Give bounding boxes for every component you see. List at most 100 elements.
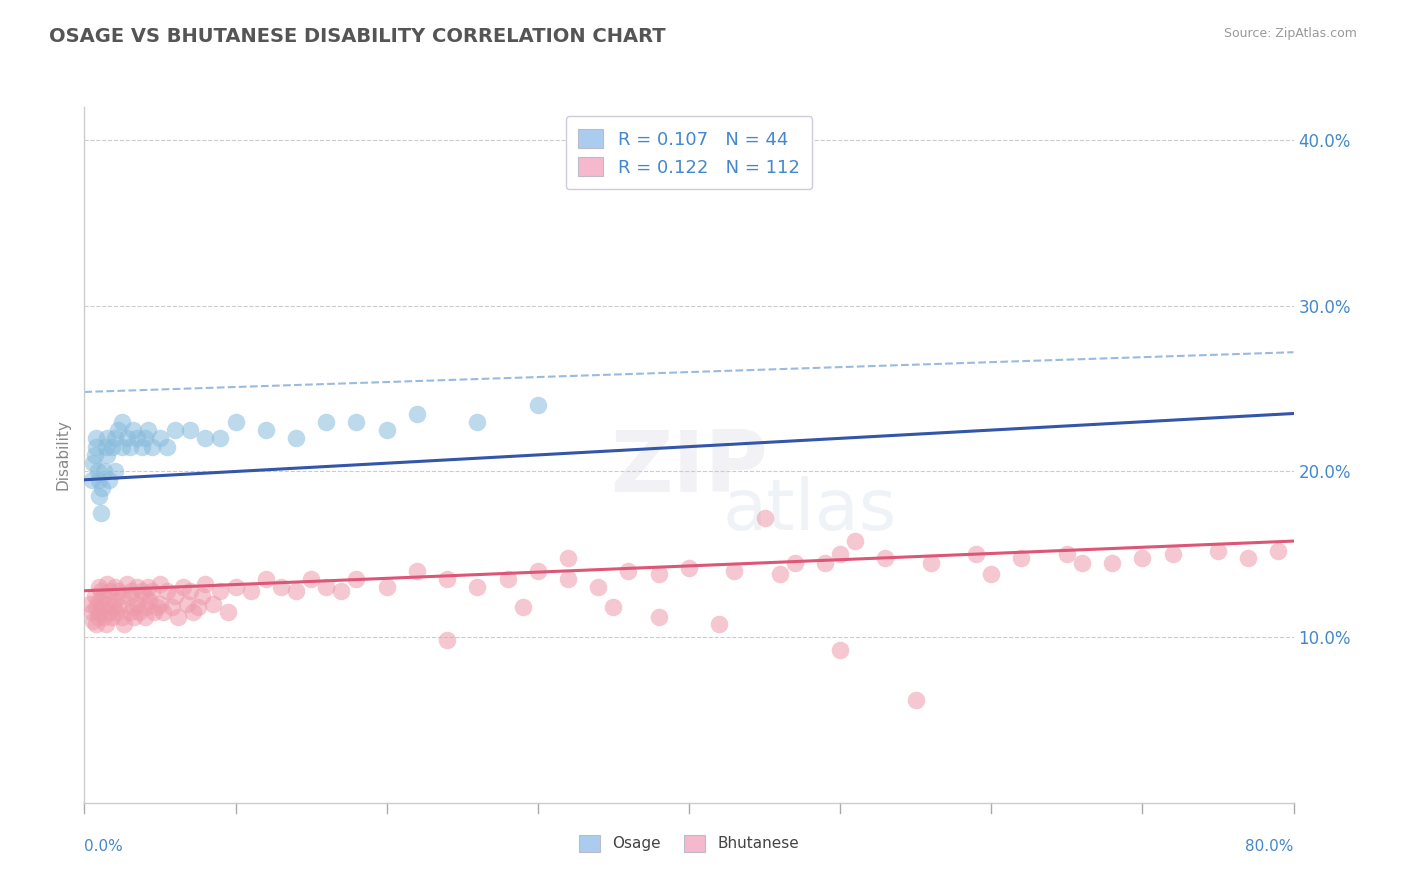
Point	[141, 440, 163, 454]
Point	[127, 597, 149, 611]
Point	[346, 572, 368, 586]
Point	[142, 605, 165, 619]
Point	[406, 407, 429, 421]
Point	[769, 567, 792, 582]
Point	[104, 593, 127, 607]
Point	[93, 610, 115, 624]
Point	[315, 581, 337, 595]
Point	[602, 600, 624, 615]
Point	[965, 547, 987, 561]
Point	[136, 581, 159, 595]
Point	[527, 564, 550, 578]
Point	[79, 597, 101, 611]
Point	[875, 550, 897, 565]
Point	[136, 423, 159, 437]
Point	[648, 610, 671, 624]
Point	[496, 572, 519, 586]
Point	[194, 431, 217, 445]
Point	[1267, 544, 1289, 558]
Point	[127, 581, 149, 595]
Point	[115, 431, 138, 445]
Point	[111, 589, 134, 603]
Point	[149, 431, 172, 445]
Point	[588, 581, 610, 595]
Point	[90, 506, 112, 520]
Point	[181, 605, 204, 619]
Point	[86, 616, 108, 631]
Point	[209, 583, 232, 598]
Point	[120, 583, 142, 598]
Point	[104, 431, 127, 445]
Point	[315, 415, 337, 429]
Text: 80.0%: 80.0%	[1246, 839, 1294, 855]
Point	[557, 550, 579, 565]
Point	[87, 610, 110, 624]
Point	[108, 600, 131, 615]
Legend: Osage, Bhutanese: Osage, Bhutanese	[572, 829, 806, 858]
Point	[167, 610, 190, 624]
Point	[1161, 547, 1184, 561]
Point	[80, 473, 103, 487]
Point	[96, 448, 118, 462]
Point	[165, 423, 187, 437]
Point	[617, 564, 640, 578]
Point	[179, 583, 201, 598]
Point	[375, 423, 398, 437]
Point	[93, 589, 115, 603]
Point	[346, 415, 368, 429]
Point	[814, 556, 837, 570]
Text: Source: ZipAtlas.com: Source: ZipAtlas.com	[1223, 27, 1357, 40]
Point	[436, 572, 458, 586]
Point	[134, 610, 156, 624]
Point	[89, 489, 111, 503]
Point	[97, 605, 120, 619]
Text: ZIP: ZIP	[610, 427, 768, 510]
Point	[270, 581, 292, 595]
Point	[254, 423, 277, 437]
Point	[111, 415, 134, 429]
Point	[135, 600, 157, 615]
Y-axis label: Disability: Disability	[55, 419, 70, 491]
Point	[194, 577, 217, 591]
Point	[122, 610, 145, 624]
Point	[138, 593, 160, 607]
Point	[648, 567, 671, 582]
Point	[920, 556, 942, 570]
Point	[160, 600, 183, 615]
Point	[1101, 556, 1123, 570]
Point	[80, 605, 103, 619]
Point	[112, 616, 135, 631]
Point	[89, 593, 111, 607]
Point	[904, 693, 927, 707]
Point	[118, 605, 141, 619]
Point	[1011, 550, 1033, 565]
Point	[467, 415, 489, 429]
Point	[176, 597, 198, 611]
Point	[1071, 556, 1094, 570]
Point	[111, 610, 134, 624]
Text: OSAGE VS BHUTANESE DISABILITY CORRELATION CHART: OSAGE VS BHUTANESE DISABILITY CORRELATIO…	[49, 27, 666, 45]
Point	[134, 589, 156, 603]
Point	[127, 431, 149, 445]
Point	[96, 431, 118, 445]
Point	[118, 589, 141, 603]
Point	[754, 511, 776, 525]
Point	[783, 556, 806, 570]
Point	[82, 614, 104, 628]
Point	[104, 581, 127, 595]
Point	[104, 465, 127, 479]
Point	[1206, 544, 1229, 558]
Point	[179, 423, 201, 437]
Point	[115, 577, 138, 591]
Point	[149, 597, 172, 611]
Point	[146, 600, 169, 615]
Point	[84, 448, 107, 462]
Point	[131, 583, 153, 598]
Point	[86, 440, 108, 454]
Point	[101, 600, 124, 615]
Point	[209, 431, 232, 445]
Point	[527, 398, 550, 412]
Point	[94, 440, 117, 454]
Point	[82, 456, 104, 470]
Point	[557, 572, 579, 586]
